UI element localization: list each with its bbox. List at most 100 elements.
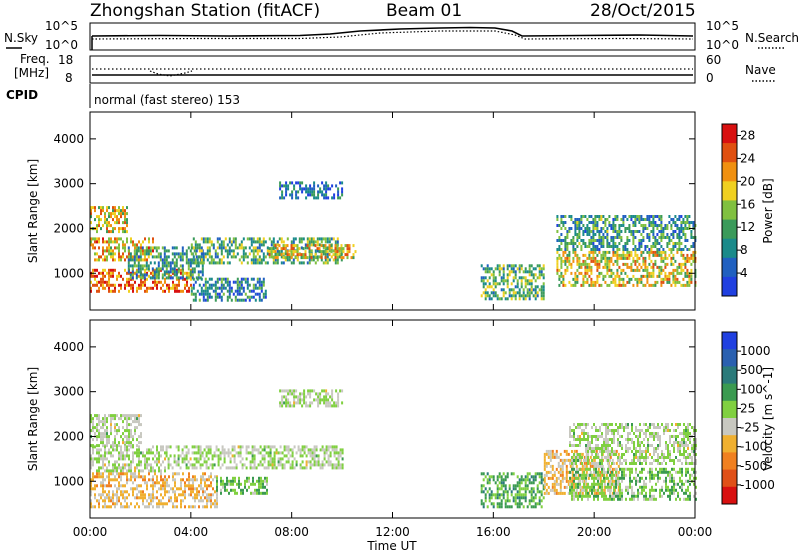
velocity-cell — [617, 474, 619, 477]
velocity-cell — [507, 499, 509, 502]
power-cell — [337, 261, 339, 264]
velocity-cell — [188, 481, 190, 484]
velocity-cell — [134, 420, 136, 423]
velocity-cell — [106, 457, 108, 460]
power-cell — [521, 285, 523, 288]
power-cell — [676, 233, 678, 236]
power-cell — [207, 258, 209, 261]
velocity-cell — [629, 480, 631, 483]
power-cell — [604, 236, 606, 239]
velocity-cell — [266, 451, 268, 454]
power-cell — [622, 221, 624, 224]
velocity-cell — [222, 445, 224, 448]
velocity-cell — [581, 474, 583, 477]
velocity-cell — [230, 483, 232, 486]
velocity-cell — [525, 496, 527, 499]
velocity-cell — [611, 477, 613, 480]
velocity-cell — [340, 463, 342, 466]
velocity-cell — [252, 466, 254, 469]
velocity-cell — [172, 490, 174, 493]
power-cell — [614, 281, 616, 284]
velocity-cell — [150, 469, 152, 472]
velocity-cell — [544, 477, 546, 480]
velocity-cell — [639, 471, 641, 474]
velocity-cell — [309, 401, 311, 404]
power-cell — [154, 276, 156, 279]
velocity-cell — [689, 474, 691, 477]
velocity-cell — [300, 466, 302, 469]
power-cell — [174, 264, 176, 267]
velocity-cell — [138, 454, 140, 457]
power-cell — [108, 230, 110, 233]
power-cell — [317, 193, 319, 196]
velocity-cell — [505, 475, 507, 478]
velocity-cell — [272, 457, 274, 460]
velocity-cell — [331, 392, 333, 395]
power-cell — [299, 184, 301, 187]
power-cell — [680, 236, 682, 239]
velocity-cell — [571, 459, 573, 462]
velocity-cell — [657, 474, 659, 477]
power-cell — [646, 272, 648, 275]
power-cell — [664, 272, 666, 275]
velocity-cell — [108, 469, 110, 472]
power-cell — [118, 218, 120, 221]
power-cell — [116, 215, 118, 218]
velocity-cell — [108, 460, 110, 463]
power-cell — [541, 297, 543, 300]
power-cell — [321, 237, 323, 240]
velocity-cell — [571, 498, 573, 501]
power-cell — [259, 278, 261, 281]
power-cell — [600, 257, 602, 260]
velocity-cell — [535, 472, 537, 475]
power-cell — [535, 285, 537, 288]
velocity-cell — [260, 486, 262, 489]
power-cell — [227, 284, 229, 287]
power-cell — [511, 282, 513, 285]
velocity-cell — [612, 459, 614, 462]
velocity-cell — [655, 474, 657, 477]
velocity-cell — [184, 493, 186, 496]
power-cell — [541, 291, 543, 294]
power-cell — [114, 206, 116, 209]
velocity-cell — [204, 457, 206, 460]
velocity-cell — [569, 492, 571, 495]
velocity-cell — [317, 398, 319, 401]
power-cell — [612, 221, 614, 224]
velocity-cell — [562, 459, 564, 462]
power-cell — [586, 278, 588, 281]
power-cell — [132, 273, 134, 276]
power-cell — [570, 266, 572, 269]
velocity-cell — [168, 496, 170, 499]
power-cell — [323, 244, 325, 247]
power-cell — [98, 240, 100, 243]
power-cell — [136, 255, 138, 258]
velocity-cell — [122, 426, 124, 429]
velocity-cell — [264, 480, 266, 483]
velocity-cell — [497, 493, 499, 496]
velocity-cell — [96, 435, 98, 438]
power-cell — [594, 257, 596, 260]
velocity-cell — [619, 495, 621, 498]
velocity-cell — [562, 480, 564, 483]
power-cell — [646, 233, 648, 236]
power-cell — [118, 275, 120, 278]
velocity-cell — [126, 435, 128, 438]
velocity-cell — [114, 448, 116, 451]
cpid-text: normal (fast stereo) 153 — [94, 93, 240, 107]
velocity-cell — [619, 498, 621, 501]
power-cell — [690, 275, 692, 278]
velocity-cell — [126, 463, 128, 466]
power-cell — [531, 264, 533, 267]
velocity-cell — [206, 460, 208, 463]
cpid-panel: CPID normal (fast stereo) 153 — [6, 84, 240, 108]
velocity-cell — [162, 445, 164, 448]
velocity-cell — [202, 493, 204, 496]
velocity-cell — [533, 505, 535, 508]
power-cell — [622, 245, 624, 248]
velocity-cell — [114, 460, 116, 463]
velocity-cell — [234, 466, 236, 469]
power-cell — [606, 269, 608, 272]
velocity-cell — [98, 414, 100, 417]
power-cell — [624, 230, 626, 233]
